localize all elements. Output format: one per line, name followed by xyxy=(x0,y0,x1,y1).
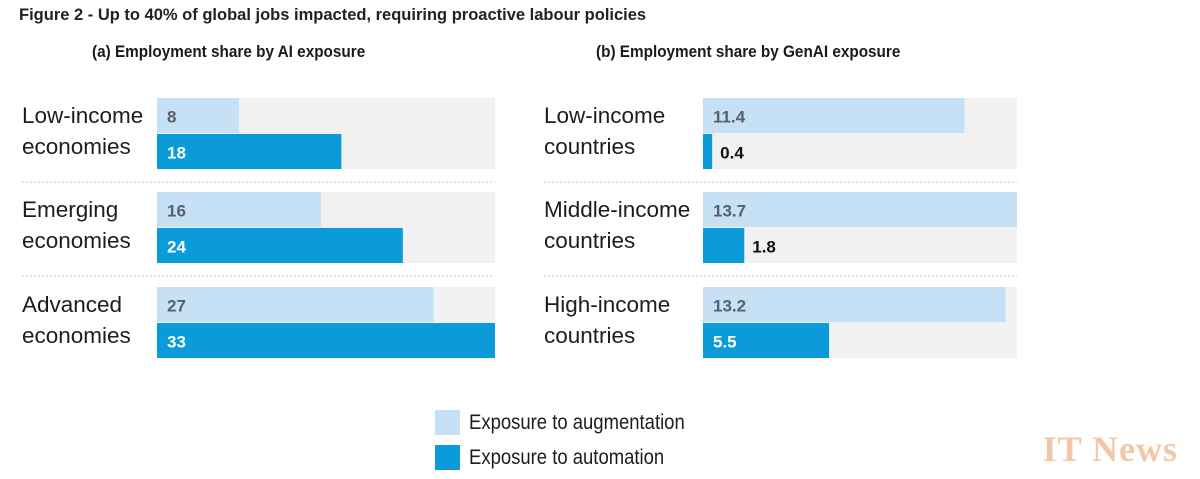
category-label-1-2-0: High-income xyxy=(544,292,670,317)
value-label-automation-1-1: 1.8 xyxy=(752,238,776,257)
value-label-automation-1-2: 5.5 xyxy=(713,333,737,352)
category-label-1-0-0: Low-income xyxy=(544,103,665,128)
bar-augmentation-1-2 xyxy=(703,287,1006,322)
bar-augmentation-0-2 xyxy=(157,287,434,322)
legend-item-automation: Exposure to automation xyxy=(435,440,714,475)
legend-item-augmentation: Exposure to augmentation xyxy=(435,405,714,440)
category-label-0-2-0: Advanced xyxy=(22,292,122,317)
category-label-0-0-1: economies xyxy=(22,134,131,159)
value-label-augmentation-0-1: 16 xyxy=(167,202,186,221)
chart-a-title: (a) Employment share by AI exposure xyxy=(92,42,366,61)
bar-augmentation-0-1 xyxy=(157,192,321,227)
value-label-augmentation-0-0: 8 xyxy=(167,108,176,127)
watermark-logo: IT News xyxy=(1042,429,1178,469)
legend-swatch-augmentation xyxy=(435,410,460,435)
bar-automation-1-2 xyxy=(703,323,830,358)
legend-label-augmentation: Exposure to augmentation xyxy=(469,410,685,434)
bar-automation-0-2 xyxy=(157,323,495,358)
category-label-0-0-0: Low-income xyxy=(22,103,143,128)
value-label-augmentation-1-2: 13.2 xyxy=(713,297,746,316)
bar-automation-0-0 xyxy=(157,134,342,169)
value-label-augmentation-0-2: 27 xyxy=(167,297,186,316)
value-label-automation-0-2: 33 xyxy=(167,333,186,352)
category-label-1-1-1: countries xyxy=(544,228,635,253)
category-label-1-2-1: countries xyxy=(544,323,635,348)
figure-title: Figure 2 - Up to 40% of global jobs impa… xyxy=(19,6,647,24)
value-label-automation-0-1: 24 xyxy=(167,238,186,257)
value-label-augmentation-1-1: 13.7 xyxy=(713,202,746,221)
category-label-0-1-1: economies xyxy=(22,228,131,253)
bar-augmentation-1-1 xyxy=(703,192,1017,227)
legend-swatch-automation xyxy=(435,445,460,470)
bar-automation-0-1 xyxy=(157,228,403,263)
category-label-1-1-0: Middle-income xyxy=(544,197,690,222)
value-label-augmentation-1-0: 11.4 xyxy=(713,108,746,127)
legend-label-automation: Exposure to automation xyxy=(469,445,665,469)
bar-automation-1-0 xyxy=(703,134,713,169)
category-label-1-0-1: countries xyxy=(544,134,635,159)
value-label-automation-0-0: 18 xyxy=(167,144,186,163)
category-label-0-1-0: Emerging xyxy=(22,197,118,222)
legend: Exposure to augmentation Exposure to aut… xyxy=(435,405,714,475)
bar-automation-1-1 xyxy=(703,228,745,263)
value-label-automation-1-0: 0.4 xyxy=(720,144,744,163)
bar-augmentation-0-0 xyxy=(157,98,239,133)
chart-b-title: (b) Employment share by GenAI exposure xyxy=(596,42,901,61)
category-label-0-2-1: economies xyxy=(22,323,131,348)
bar-augmentation-1-0 xyxy=(703,98,965,133)
